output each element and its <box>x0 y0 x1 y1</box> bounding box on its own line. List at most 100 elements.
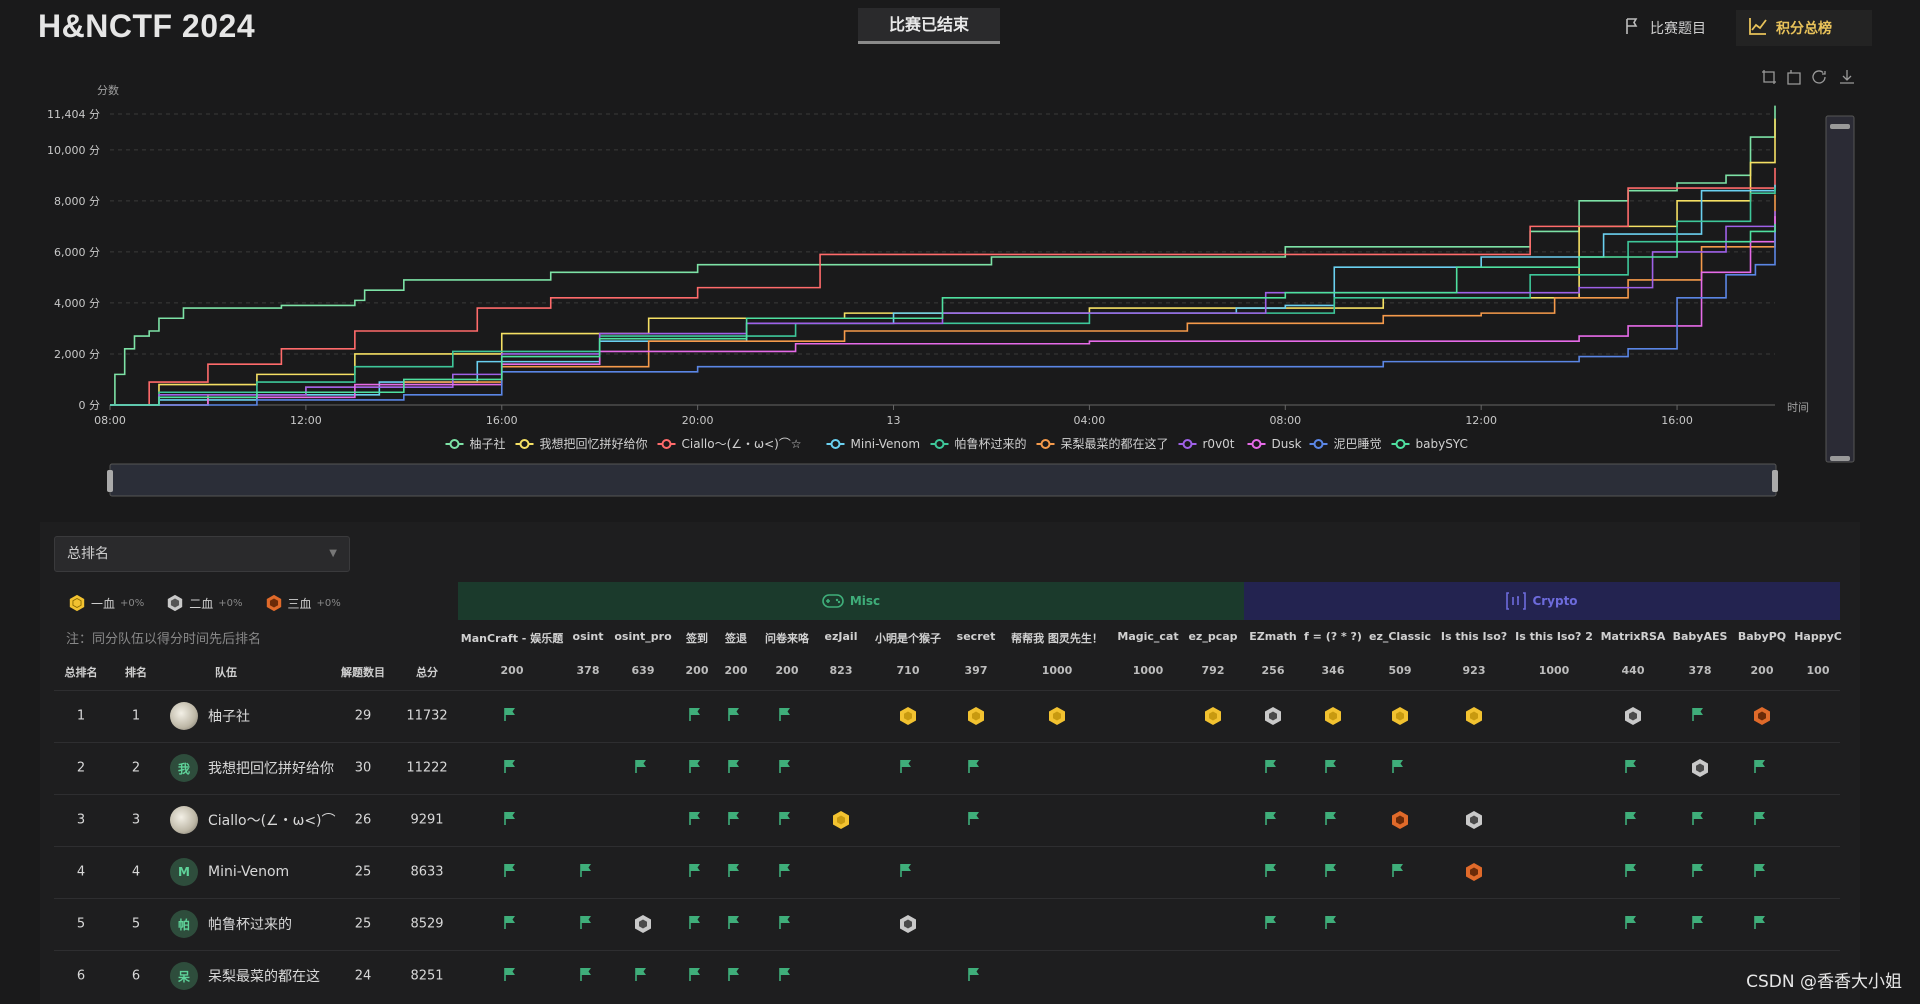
problem-header[interactable]: HappyC <box>1794 630 1842 643</box>
team-name: 帕鲁杯过来的 <box>208 917 292 933</box>
flag-icon <box>1690 862 1710 882</box>
legend-label: 呆梨最菜的都在这了 <box>1061 436 1169 451</box>
avatar: 帕 <box>170 910 198 938</box>
x-zoom-slider[interactable] <box>109 463 1777 497</box>
problem-header[interactable]: 小明是个猴子 <box>875 632 941 645</box>
download-icon[interactable] <box>1838 68 1856 86</box>
problem-header[interactable]: 帮帮我 图灵先生！ <box>1011 632 1103 645</box>
nav-scoreboard-button[interactable]: 积分总榜 <box>1736 10 1872 46</box>
problem-header[interactable]: ez_Classic <box>1368 630 1432 643</box>
avatar: 呆 <box>170 962 198 990</box>
overall-rank: 2 <box>76 760 86 776</box>
legend-item[interactable]: Mini-Venom <box>826 437 921 451</box>
problem-header[interactable]: MatrixRSA <box>1600 630 1666 643</box>
flag-icon <box>1323 810 1343 830</box>
table-row[interactable] <box>54 690 1840 742</box>
legend-item[interactable]: 帕鲁杯过来的 <box>930 436 1027 451</box>
series-line <box>110 118 1776 406</box>
legend-label: 柚子社 <box>470 436 506 451</box>
overall-rank: 3 <box>76 812 86 828</box>
top-bar: H&NCTF 2024 比赛已结束 比赛题目 积分总榜 <box>0 0 1920 56</box>
flag-icon <box>1690 914 1710 934</box>
flag-icon <box>687 966 707 986</box>
team-cell[interactable]: 柚子社 <box>170 702 250 730</box>
y-ticks: 0 分 2,000 分 4,000 分 6,000 分 8,000 分 10,000 分 1… <box>47 108 100 412</box>
problem-header[interactable]: 签退 <box>725 632 747 645</box>
nav-problems-label: 比赛题目 <box>1650 21 1706 37</box>
y-zoom-handle-bottom[interactable] <box>1830 456 1850 461</box>
gold-hexagon-icon <box>1203 706 1223 726</box>
y-zoom-slider[interactable] <box>1825 115 1855 463</box>
solved-count: 24 <box>354 968 372 984</box>
problem-header[interactable]: Is this Iso? 2 <box>1515 630 1593 643</box>
legend-item[interactable]: 柚子社 <box>445 436 506 451</box>
y-zoom-handle-top[interactable] <box>1830 124 1850 129</box>
problem-header[interactable]: 问卷来咯 <box>765 632 809 645</box>
ranking-select[interactable]: 总排名 ▼ <box>54 536 350 572</box>
total-score: 11732 <box>406 708 448 724</box>
team-cell[interactable]: 帕帕鲁杯过来的 <box>170 910 292 938</box>
x-zoom-handle-left[interactable] <box>107 470 113 492</box>
bronze-hexagon-icon <box>1464 862 1484 882</box>
y-tick-label: 6,000 分 <box>54 246 100 259</box>
flag-icon <box>777 862 797 882</box>
problem-score: 200 <box>1750 664 1774 677</box>
solved-count: 26 <box>354 812 372 828</box>
table-row[interactable] <box>54 898 1840 950</box>
table-row[interactable] <box>54 794 1840 846</box>
zoom-icon[interactable] <box>1760 68 1778 86</box>
x-tick-label: 08:00 <box>1269 414 1301 427</box>
legend-item[interactable]: Dusk <box>1247 437 1302 451</box>
team-cell[interactable]: 呆呆梨最菜的都在这 <box>170 962 320 990</box>
problem-header[interactable]: f = (? * ?) <box>1304 630 1362 643</box>
rank: 3 <box>131 812 141 828</box>
team-cell[interactable]: 我我想把回忆拼好给你 <box>170 754 334 782</box>
x-tick-label: 12:00 <box>1465 414 1497 427</box>
problem-score: 1000 <box>1538 664 1570 677</box>
problem-header[interactable]: ManCraft - 娱乐题 <box>460 632 564 645</box>
flag-icon <box>578 914 598 934</box>
legend-item[interactable]: babySYC <box>1391 437 1468 451</box>
problem-header[interactable]: Magic_cat <box>1117 630 1179 643</box>
silver-hexagon-icon <box>1623 706 1643 726</box>
legend-item[interactable]: 泥巴睡觉 <box>1309 437 1382 451</box>
legend-item[interactable]: 呆梨最菜的都在这了 <box>1036 436 1169 451</box>
category-misc[interactable]: Misc <box>458 582 1244 620</box>
zoom-reset-icon[interactable] <box>1785 68 1803 86</box>
problem-header[interactable]: 签到 <box>686 632 708 645</box>
category-crypto[interactable]: Crypto <box>1244 582 1840 620</box>
x-zoom-handle-right[interactable] <box>1772 470 1778 492</box>
silver-hexagon-icon <box>633 914 653 934</box>
problem-header[interactable]: BabyAES <box>1672 630 1728 643</box>
legend-item[interactable]: r0v0t <box>1178 437 1235 451</box>
legend-item[interactable]: 我想把回忆拼好给你 <box>515 436 648 451</box>
problem-header[interactable]: osint <box>572 630 604 643</box>
problem-header[interactable]: Is this Iso? <box>1440 630 1508 643</box>
table-row[interactable] <box>54 950 1840 1002</box>
category-crypto-label: Crypto <box>1532 594 1578 608</box>
problem-score: 440 <box>1621 664 1645 677</box>
medal-first-pct: +0% <box>120 597 145 609</box>
legend-item[interactable]: Ciallo～(∠・ω<)⌒☆ <box>657 437 802 451</box>
status-tab[interactable]: 比赛已结束 <box>858 8 1000 44</box>
table-row[interactable] <box>54 846 1840 898</box>
flag-icon <box>687 914 707 934</box>
flag-icon <box>777 810 797 830</box>
x-ticks: 08:00 12:00 16:00 20:00 13 04:00 08:00 12:00 16:… <box>94 405 1693 427</box>
team-cell[interactable]: M Mini-Venom <box>170 858 289 886</box>
solved-count: 25 <box>354 916 372 932</box>
nav-problems-button[interactable]: 比赛题目 <box>1610 10 1718 46</box>
team-cell[interactable]: Ciallo～(∠・ω<)⌒ <box>170 806 336 834</box>
problem-score: 823 <box>829 664 853 677</box>
x-tick-label: 16:00 <box>486 414 518 427</box>
problem-header[interactable]: BabyPQ <box>1737 630 1787 643</box>
site-title[interactable]: H&NCTF 2024 <box>38 8 256 44</box>
problem-header[interactable]: EZmath <box>1249 630 1297 643</box>
problem-header[interactable]: ezJail <box>824 630 858 643</box>
problem-header[interactable]: osint_pro <box>614 630 672 643</box>
problem-header[interactable]: ez_pcap <box>1188 630 1238 643</box>
table-row[interactable] <box>54 742 1840 794</box>
flag-icon <box>687 810 707 830</box>
restore-icon[interactable] <box>1810 68 1828 86</box>
problem-header[interactable]: secret <box>956 630 996 643</box>
